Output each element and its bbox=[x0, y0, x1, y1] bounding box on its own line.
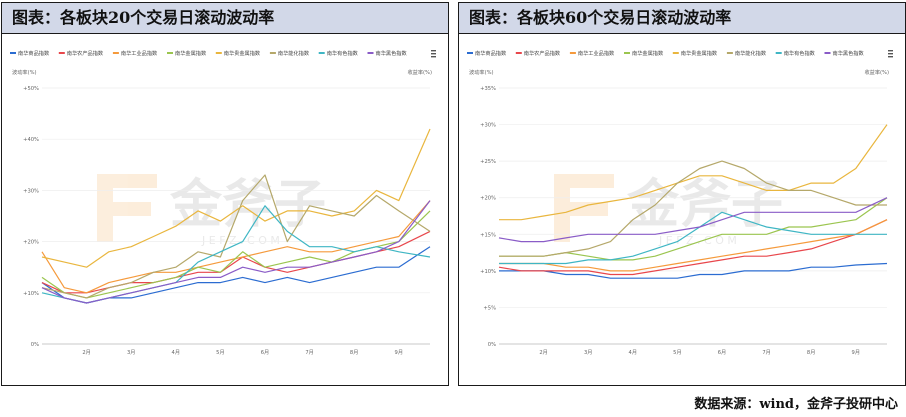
legend-label: 南华能化指数 bbox=[278, 49, 310, 57]
chart-panel-20d: 图表：各板块20个交易日滚动波动率 金斧子 J E F Z . C O M 南华商品… bbox=[1, 2, 449, 386]
y-tick-label: +10% bbox=[480, 269, 496, 275]
series-line bbox=[499, 219, 888, 272]
legend-label: 南华有色指数 bbox=[327, 49, 359, 57]
legend-label: 南华能化指数 bbox=[735, 49, 767, 57]
watermark-url: J E F Z . C O M bbox=[201, 234, 280, 247]
series-line bbox=[41, 128, 431, 268]
source-note: 数据来源：wind，金斧子投研中心 bbox=[694, 397, 898, 412]
series-line bbox=[499, 124, 888, 221]
y-tick-label: +15% bbox=[480, 232, 496, 238]
x-tick-label: 8月 bbox=[350, 349, 359, 356]
watermark-url: J E F Z . C O M bbox=[658, 234, 737, 247]
x-tick-label: 3月 bbox=[584, 349, 593, 356]
hamburger-menu-icon[interactable] bbox=[431, 50, 436, 58]
y-tick-label: +10% bbox=[23, 291, 39, 297]
legend-label: 南华农产品指数 bbox=[67, 49, 104, 57]
x-tick-label: 3月 bbox=[127, 349, 136, 356]
legend-label: 南华工业品指数 bbox=[578, 49, 615, 57]
y-tick-label: +40% bbox=[23, 137, 39, 143]
y-axis-label: 波动率(%) bbox=[469, 68, 494, 76]
chart-panel-60d: 图表：各板块60个交易日滚动波动率 金斧子 J E F Z . C O M 南华商品… bbox=[458, 2, 906, 386]
legend-label: 南华农产品指数 bbox=[524, 49, 561, 57]
legend-label: 南华有色指数 bbox=[784, 49, 816, 57]
series-line bbox=[41, 200, 431, 304]
x-tick-label: 4月 bbox=[172, 349, 181, 356]
y-axis-label-right: 收益率(%) bbox=[407, 68, 432, 76]
legend-label: 南华金属指数 bbox=[632, 49, 664, 57]
series-line bbox=[41, 174, 431, 299]
x-tick-label: 7月 bbox=[305, 349, 314, 356]
y-axis-label-right: 收益率(%) bbox=[864, 68, 889, 76]
legend-label: 南华黑色指数 bbox=[833, 49, 865, 57]
legend-label: 南华贵金属指数 bbox=[224, 49, 261, 57]
series-line bbox=[499, 262, 888, 279]
y-tick-label: +30% bbox=[23, 188, 39, 194]
legend-label: 南华工业品指数 bbox=[121, 49, 158, 57]
x-tick-label: 6月 bbox=[261, 349, 270, 356]
series-line bbox=[499, 160, 887, 257]
x-tick-label: 9月 bbox=[395, 349, 404, 356]
y-tick-label: +50% bbox=[23, 86, 39, 92]
x-tick-label: 2月 bbox=[82, 349, 91, 356]
watermark-logo-icon bbox=[554, 174, 614, 242]
x-tick-label: 6月 bbox=[718, 349, 727, 356]
y-tick-label: +5% bbox=[483, 305, 496, 311]
chart-title-20d: 图表：各板块20个交易日滚动波动率 bbox=[2, 3, 448, 34]
legend-label: 南华商品指数 bbox=[475, 49, 507, 57]
y-tick-label: +35% bbox=[480, 86, 496, 92]
x-tick-label: 4月 bbox=[629, 349, 638, 356]
series-line bbox=[498, 219, 888, 276]
y-tick-label: +30% bbox=[480, 123, 496, 129]
x-tick-label: 7月 bbox=[762, 349, 771, 356]
x-tick-label: 5月 bbox=[216, 349, 225, 356]
series-line bbox=[498, 197, 888, 243]
chart-title-60d: 图表：各板块60个交易日滚动波动率 bbox=[459, 3, 905, 34]
y-tick-label: 0% bbox=[488, 342, 496, 348]
y-tick-label: 0% bbox=[31, 342, 39, 348]
watermark-brand: 金斧子 bbox=[169, 175, 326, 235]
legend-label: 南华商品指数 bbox=[18, 49, 50, 57]
series-line bbox=[499, 211, 887, 265]
legend-label: 南华黑色指数 bbox=[376, 49, 408, 57]
x-tick-label: 5月 bbox=[673, 349, 682, 356]
legend-label: 南华金属指数 bbox=[175, 49, 207, 57]
y-tick-label: +20% bbox=[480, 196, 496, 202]
x-tick-label: 8月 bbox=[807, 349, 816, 356]
y-tick-label: +25% bbox=[480, 159, 496, 165]
y-axis-label: 波动率(%) bbox=[12, 68, 37, 76]
legend-label: 南华贵金属指数 bbox=[681, 49, 718, 57]
x-tick-label: 9月 bbox=[852, 349, 861, 356]
y-tick-label: +20% bbox=[23, 240, 39, 246]
watermark-logo-icon bbox=[97, 174, 157, 242]
series-line bbox=[41, 200, 431, 294]
hamburger-menu-icon[interactable] bbox=[888, 50, 893, 58]
x-tick-label: 2月 bbox=[539, 349, 548, 356]
